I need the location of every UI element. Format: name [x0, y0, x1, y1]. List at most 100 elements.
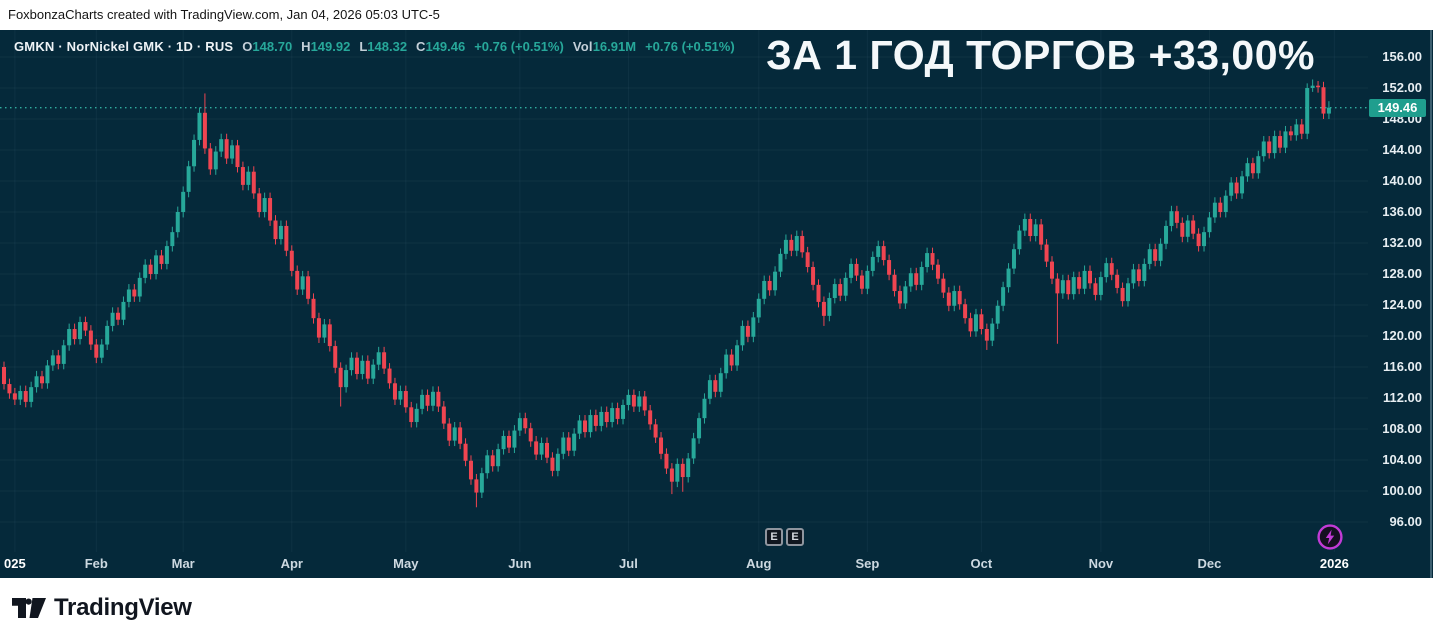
candle[interactable] [767, 275, 772, 296]
candle[interactable] [1180, 217, 1185, 243]
candle[interactable] [474, 473, 479, 508]
candle[interactable] [1299, 119, 1304, 140]
candle[interactable] [468, 455, 473, 485]
candle[interactable] [1240, 170, 1245, 199]
candle[interactable] [1174, 205, 1179, 229]
candle[interactable] [12, 387, 17, 405]
candle[interactable] [648, 404, 653, 430]
candle[interactable] [990, 318, 995, 347]
candle[interactable] [1196, 228, 1201, 252]
candle[interactable] [697, 412, 702, 444]
candle[interactable] [827, 292, 832, 322]
candle[interactable] [1011, 243, 1016, 274]
earnings-badge[interactable]: E [765, 528, 783, 546]
candle[interactable] [653, 418, 658, 443]
candle[interactable] [1272, 130, 1277, 159]
candle[interactable] [800, 230, 805, 258]
candle[interactable] [170, 226, 175, 252]
candle[interactable] [208, 143, 213, 175]
candle[interactable] [599, 406, 604, 432]
candle[interactable] [865, 265, 870, 295]
candle[interactable] [197, 107, 202, 146]
candle[interactable] [811, 261, 816, 291]
last-price-label[interactable]: 149.46 [1369, 98, 1426, 117]
candle[interactable] [192, 134, 197, 172]
symbol-title[interactable]: GMKN · NorNickel GMK · 1D · RUS [14, 39, 234, 54]
candle[interactable] [246, 166, 251, 191]
candle[interactable] [354, 352, 359, 380]
chart-panel[interactable]: GMKN · NorNickel GMK · 1D · RUS O148.70 … [0, 30, 1433, 578]
candle[interactable] [963, 298, 968, 324]
candle[interactable] [588, 409, 593, 438]
candle[interactable] [382, 346, 387, 374]
candle[interactable] [387, 363, 392, 389]
candle[interactable] [957, 285, 962, 310]
candle[interactable] [1158, 238, 1163, 267]
candle[interactable] [691, 432, 696, 464]
candle[interactable] [821, 296, 826, 326]
candle[interactable] [783, 234, 788, 260]
candle[interactable] [1001, 281, 1006, 312]
candle[interactable] [257, 187, 262, 218]
candle[interactable] [1207, 212, 1212, 238]
candle[interactable] [121, 296, 126, 326]
candle[interactable] [224, 133, 229, 164]
candle[interactable] [99, 339, 104, 364]
earnings-badge[interactable]: E [786, 528, 804, 546]
candle[interactable] [881, 240, 886, 266]
candle[interactable] [392, 377, 397, 405]
candle[interactable] [273, 215, 278, 245]
candle[interactable] [213, 146, 218, 175]
candle[interactable] [94, 339, 99, 364]
candle[interactable] [148, 259, 153, 280]
candle[interactable] [116, 307, 121, 326]
price-axis[interactable]: 156.00 152.00 148.00 144.00 140.00 136.00 132.… [1368, 30, 1433, 578]
candle[interactable] [316, 312, 321, 343]
candle[interactable] [1278, 130, 1283, 154]
candle[interactable] [159, 249, 164, 270]
candle[interactable] [240, 161, 245, 191]
candle[interactable] [773, 266, 778, 296]
candle[interactable] [805, 246, 810, 273]
candlestick-chart[interactable] [0, 30, 1368, 552]
candle[interactable] [360, 355, 365, 380]
candle[interactable] [610, 402, 615, 428]
candle[interactable] [409, 401, 414, 428]
candle[interactable] [604, 406, 609, 428]
candle[interactable] [1093, 277, 1098, 301]
candle[interactable] [512, 425, 517, 454]
candle[interactable] [1212, 197, 1217, 223]
candle[interactable] [311, 293, 316, 324]
candle[interactable] [941, 273, 946, 299]
candle[interactable] [1022, 213, 1027, 237]
candle[interactable] [631, 389, 636, 412]
candle[interactable] [219, 133, 224, 157]
candle[interactable] [892, 269, 897, 297]
candle[interactable] [1066, 274, 1071, 300]
candle[interactable] [40, 370, 45, 389]
flash-marker-icon[interactable] [1317, 524, 1343, 550]
candle[interactable] [859, 270, 864, 295]
candle[interactable] [968, 312, 973, 337]
candle[interactable] [88, 325, 93, 350]
candle[interactable] [1131, 263, 1136, 289]
candle[interactable] [1077, 271, 1082, 295]
candle[interactable] [430, 386, 435, 412]
candle[interactable] [1294, 119, 1299, 141]
candle[interactable] [447, 418, 452, 447]
candle[interactable] [34, 370, 39, 393]
candle[interactable] [1245, 157, 1250, 182]
candle[interactable] [1049, 256, 1054, 285]
candle[interactable] [1028, 213, 1033, 242]
candle[interactable] [137, 272, 142, 302]
candle[interactable] [675, 458, 680, 488]
candle[interactable] [376, 346, 381, 371]
candle[interactable] [925, 247, 930, 273]
candle[interactable] [583, 415, 588, 438]
candle[interactable] [278, 220, 283, 245]
candle[interactable] [45, 360, 50, 389]
candle[interactable] [506, 430, 511, 454]
candle[interactable] [756, 293, 761, 323]
candle[interactable] [251, 166, 256, 199]
candle[interactable] [268, 192, 273, 226]
